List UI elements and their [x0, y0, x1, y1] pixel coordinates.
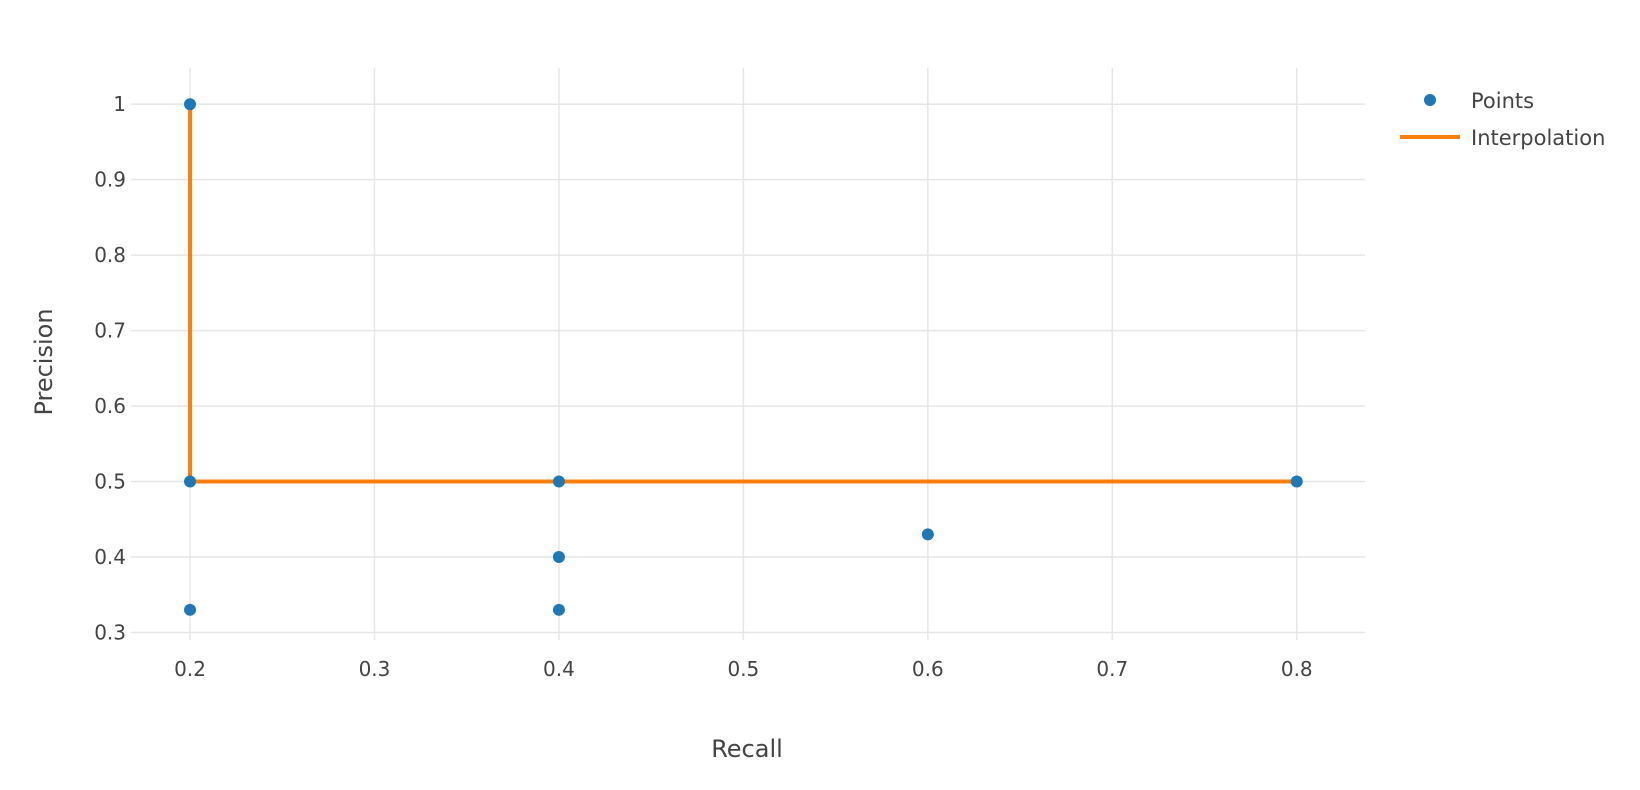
x-axis-title: Recall	[711, 735, 783, 763]
y-tick-label: 1	[113, 92, 126, 116]
data-point	[921, 528, 934, 541]
x-tick-label: 0.6	[912, 657, 944, 681]
data-point	[1290, 475, 1303, 488]
y-tick-label: 0.8	[94, 243, 126, 267]
y-tick-label: 0.9	[94, 168, 126, 192]
series-layer	[184, 98, 1303, 616]
data-point	[552, 603, 565, 616]
x-tick-label: 0.5	[727, 657, 759, 681]
data-point	[184, 603, 197, 616]
grid-layer	[131, 68, 1365, 640]
legend-label: Points	[1471, 89, 1534, 113]
legend[interactable]: Points Interpolation	[1400, 89, 1605, 150]
data-point	[552, 550, 565, 563]
y-tick-label: 0.7	[94, 319, 126, 343]
x-tick-label: 0.7	[1096, 657, 1128, 681]
y-tick-label: 0.4	[94, 545, 126, 569]
data-point	[184, 475, 197, 488]
y-tick-label: 0.6	[94, 394, 126, 418]
x-tick-label: 0.2	[174, 657, 206, 681]
data-point	[184, 98, 197, 111]
tick-layer: 0.2 0.3 0.4 0.5 0.6 0.7 0.8 0.3 0.4 0.5 0.6 0.7 0.8 0…	[94, 92, 1312, 681]
x-tick-label: 0.3	[359, 657, 391, 681]
y-tick-label: 0.5	[94, 470, 126, 494]
legend-item-interpolation[interactable]: Interpolation	[1400, 126, 1605, 150]
legend-item-points[interactable]: Points	[1424, 89, 1534, 113]
x-tick-label: 0.4	[543, 657, 575, 681]
y-axis-title: Precision	[30, 308, 58, 415]
legend-label: Interpolation	[1471, 126, 1605, 150]
x-tick-label: 0.8	[1281, 657, 1313, 681]
y-tick-label: 0.3	[94, 620, 126, 644]
data-point	[552, 475, 565, 488]
legend-marker-swatch	[1424, 94, 1436, 106]
